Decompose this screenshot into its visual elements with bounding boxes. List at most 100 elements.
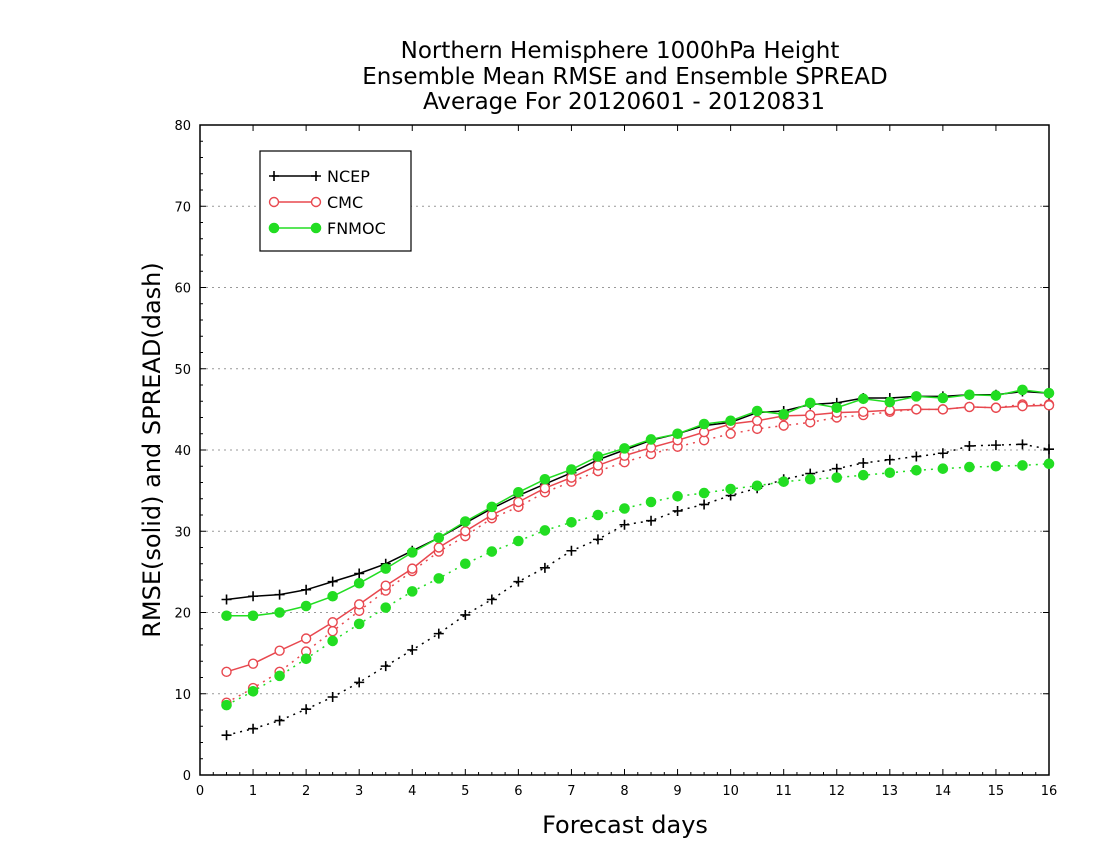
y-tick-label: 60: [174, 282, 191, 297]
ncep-spread-point: [248, 723, 259, 734]
legend-marker-ncep: [269, 171, 279, 181]
fnmoc-spread-point: [406, 586, 418, 597]
cmc-rmse-point: [592, 460, 604, 471]
fnmoc-rmse-point: [937, 392, 949, 404]
fnmoc-spread-point: [460, 558, 471, 570]
fnmoc-rmse-point: [884, 396, 896, 408]
cmc-rmse-point: [990, 402, 1002, 413]
ncep-spread-point: [566, 545, 577, 556]
fnmoc-rmse-point: [1017, 384, 1028, 396]
ncep-spread-point: [221, 730, 232, 741]
legend-marker-ncep: [311, 171, 321, 181]
x-tick-label: 12: [828, 784, 845, 799]
fnmoc-spread-point: [300, 653, 312, 665]
x-tick-label: 6: [514, 784, 522, 799]
fnmoc-rmse-point: [672, 428, 683, 440]
fnmoc-rmse-point: [1043, 387, 1055, 399]
cmc-spread-point: [778, 420, 789, 431]
legend-label-ncep: NCEP: [327, 167, 370, 186]
fnmoc-spread-point: [221, 699, 232, 711]
fnmoc-spread-point: [380, 602, 392, 613]
y-tick-label: 40: [174, 444, 191, 459]
cmc-rmse-point: [433, 542, 444, 553]
x-tick-label: 1: [249, 784, 257, 799]
ncep-rmse-point: [248, 591, 259, 602]
ncep-spread-point: [911, 451, 922, 462]
fnmoc-spread-point: [911, 465, 922, 476]
fnmoc-spread-point: [990, 460, 1002, 472]
fnmoc-spread-point: [645, 496, 657, 508]
fnmoc-spread-line: [226, 463, 1050, 706]
ncep-rmse-point: [301, 584, 312, 595]
y-tick-label: 70: [174, 200, 191, 215]
ncep-rmse-point: [274, 589, 285, 600]
y-tick-label: 0: [183, 769, 191, 784]
x-tick-label: 10: [722, 784, 739, 799]
fnmoc-rmse-point: [274, 607, 285, 618]
fnmoc-spread-point: [698, 487, 710, 499]
y-tick-label: 50: [174, 363, 191, 378]
fnmoc-spread-point: [539, 525, 551, 536]
cmc-spread-series: [221, 399, 1055, 708]
title-line-2: Ensemble Mean RMSE and Ensemble SPREAD: [362, 64, 887, 90]
cmc-rmse-point: [1017, 400, 1028, 412]
ncep-spread-point: [964, 440, 975, 451]
cmc-rmse-point: [539, 482, 551, 494]
cmc-rmse-point: [407, 563, 418, 574]
fnmoc-rmse-point: [645, 434, 657, 445]
ncep-spread-point: [672, 505, 683, 516]
legend-marker-fnmoc: [310, 222, 322, 234]
ncep-spread-point: [354, 677, 365, 688]
cmc-rmse-point: [353, 599, 365, 610]
title-line-1: Northern Hemisphere 1000hPa Height: [401, 38, 840, 64]
x-axis-label: Forecast days: [542, 811, 708, 839]
fnmoc-rmse-point: [566, 464, 577, 475]
cmc-rmse-point: [805, 409, 816, 421]
cmc-rmse-point: [247, 658, 259, 669]
x-tick-label: 4: [408, 784, 416, 799]
legend-marker-fnmoc: [268, 222, 280, 234]
ncep-spread-point: [990, 440, 1001, 451]
y-tick-label: 80: [174, 119, 191, 134]
cmc-rmse-point: [274, 645, 285, 656]
fnmoc-rmse-point: [831, 402, 843, 414]
ncep-spread-point: [274, 715, 285, 726]
x-tick-label: 2: [302, 784, 310, 799]
cmc-rmse-point: [751, 415, 763, 426]
fnmoc-spread-point: [831, 472, 843, 483]
cmc-rmse-point: [937, 404, 949, 415]
cmc-rmse-series: [221, 400, 1055, 678]
legend-label-cmc: CMC: [327, 193, 363, 212]
fnmoc-rmse-point: [698, 418, 710, 430]
fnmoc-spread-point: [619, 503, 630, 514]
y-tick-label: 20: [174, 607, 191, 622]
x-tick-label: 14: [935, 784, 952, 799]
x-tick-label: 13: [882, 784, 899, 799]
fnmoc-spread-point: [1043, 458, 1055, 470]
legend-label-fnmoc: FNMOC: [327, 219, 386, 238]
cmc-rmse-point: [911, 404, 922, 415]
fnmoc-rmse-point: [619, 443, 630, 454]
ncep-spread-point: [513, 576, 524, 587]
fnmoc-rmse-point: [380, 563, 392, 574]
cmc-spread-line: [226, 403, 1049, 704]
ncep-spread-point: [646, 515, 657, 526]
fnmoc-rmse-point: [539, 473, 551, 485]
y-axis-label: RMSE(solid) and SPREAD(dash): [138, 262, 166, 638]
x-tick-label: 3: [355, 784, 363, 799]
fnmoc-rmse-point: [353, 577, 365, 589]
fnmoc-spread-point: [274, 670, 285, 682]
x-tick-label: 8: [620, 784, 628, 799]
fnmoc-spread-point: [566, 517, 577, 528]
x-tick-label: 7: [567, 784, 575, 799]
ncep-spread-point: [858, 458, 869, 468]
series-layer: [221, 384, 1055, 741]
ncep-spread-line: [226, 443, 1050, 736]
ncep-spread-point: [1044, 444, 1054, 455]
fnmoc-rmse-point: [857, 393, 869, 405]
fnmoc-spread-point: [513, 535, 524, 547]
ncep-spread-point: [937, 448, 948, 459]
title-line-3: Average For 20120601 - 20120831: [423, 89, 825, 115]
cmc-rmse-point: [513, 496, 524, 508]
